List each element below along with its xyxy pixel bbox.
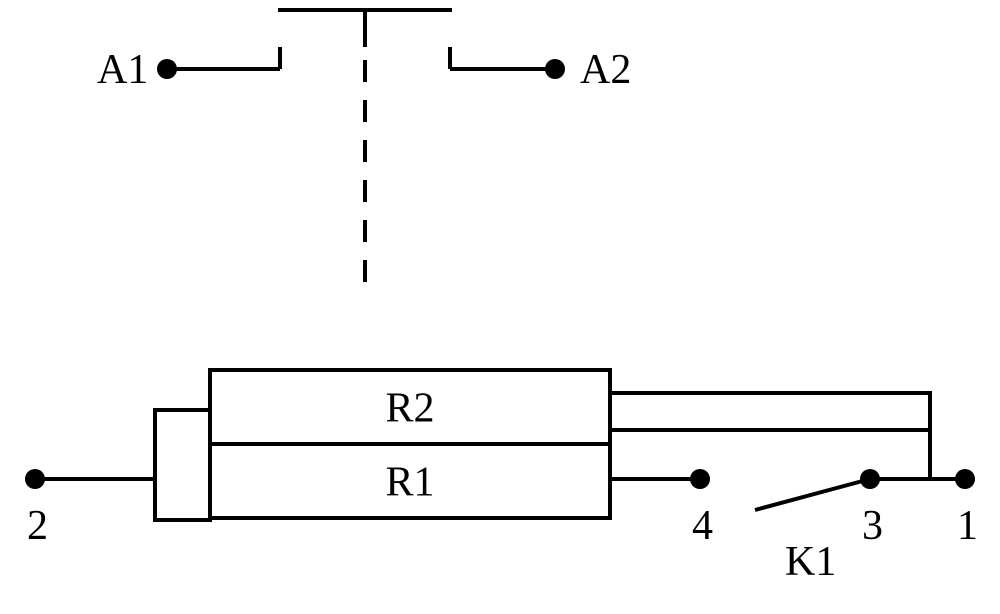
label-A2: A2 [580, 47, 631, 93]
node-N3 [860, 469, 880, 489]
node-N4 [690, 469, 710, 489]
label-N1: 1 [957, 503, 978, 549]
node-N2 [25, 469, 45, 489]
label-N4: 4 [692, 503, 713, 549]
label-N3: 3 [862, 503, 883, 549]
right-join-stub [610, 393, 930, 430]
label-K1: K1 [785, 539, 836, 585]
label-N2: 2 [27, 503, 48, 549]
node-A2 [545, 59, 565, 79]
label-A1: A1 [97, 47, 148, 93]
label-R1: R1 [385, 460, 434, 506]
left-join-stub [155, 410, 210, 520]
label-R2: R2 [385, 386, 434, 432]
node-N1 [955, 469, 975, 489]
node-A1 [157, 59, 177, 79]
switch-k1-arm [755, 479, 870, 510]
